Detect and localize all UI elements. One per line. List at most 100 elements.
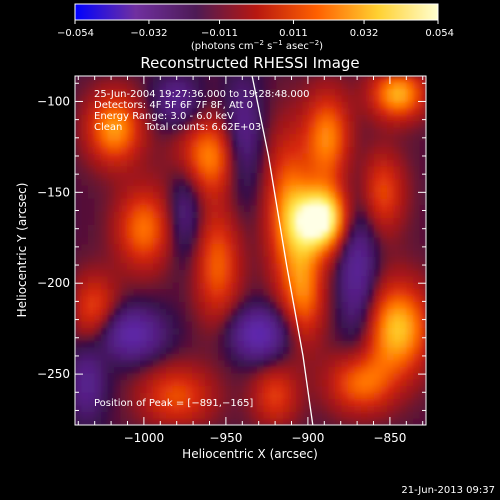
heatmap-cell bbox=[361, 308, 369, 316]
heatmap-cell bbox=[88, 140, 96, 148]
heatmap-cell bbox=[198, 185, 206, 193]
heatmap-cell bbox=[322, 256, 330, 265]
heatmap-cell bbox=[114, 121, 122, 129]
heatmap-cell bbox=[159, 392, 167, 400]
heatmap-cell bbox=[153, 263, 161, 271]
heatmap-cell bbox=[140, 185, 148, 193]
heatmap-cell bbox=[146, 276, 154, 284]
heatmap-cell bbox=[374, 160, 382, 168]
heatmap-cell bbox=[224, 224, 232, 232]
heatmap-cell bbox=[289, 172, 297, 180]
heatmap-cell bbox=[101, 114, 109, 122]
heatmap-cell bbox=[192, 302, 200, 310]
heatmap-cell bbox=[328, 237, 336, 245]
heatmap-cell bbox=[127, 328, 135, 336]
heatmap-cell bbox=[348, 373, 356, 381]
heatmap-cell bbox=[75, 366, 83, 374]
heatmap-cell bbox=[133, 160, 141, 168]
heatmap-cell bbox=[413, 263, 421, 271]
heatmap-cell bbox=[101, 250, 109, 258]
heatmap-cell bbox=[205, 160, 213, 168]
heatmap-cell bbox=[322, 82, 330, 90]
y-tick-label: −250 bbox=[37, 367, 70, 381]
heatmap-cell bbox=[81, 160, 89, 168]
heatmap-cell bbox=[185, 134, 193, 142]
heatmap-cell bbox=[205, 134, 213, 142]
heatmap-cell bbox=[172, 412, 180, 420]
heatmap-cell bbox=[75, 224, 83, 232]
heatmap-cell bbox=[257, 166, 265, 174]
heatmap-cell bbox=[393, 289, 401, 297]
heatmap-cell bbox=[309, 256, 317, 265]
heatmap-cell bbox=[276, 302, 284, 310]
heatmap-cell bbox=[322, 295, 330, 303]
heatmap-cell bbox=[185, 224, 193, 232]
heatmap-cell bbox=[94, 347, 102, 355]
heatmap-cell bbox=[101, 121, 109, 129]
heatmap-cell bbox=[354, 108, 362, 116]
heatmap-cell bbox=[289, 405, 297, 413]
heatmap-cell bbox=[185, 211, 193, 219]
heatmap-cell bbox=[257, 101, 265, 109]
heatmap-cell bbox=[224, 237, 232, 245]
heatmap-cell bbox=[341, 153, 349, 161]
heatmap-cell bbox=[244, 244, 252, 252]
heatmap-cell bbox=[244, 276, 252, 284]
heatmap-cell bbox=[250, 140, 258, 148]
heatmap-cell bbox=[211, 160, 219, 168]
heatmap-cell bbox=[283, 82, 291, 90]
heatmap-cell bbox=[361, 95, 369, 103]
heatmap-cell bbox=[341, 412, 349, 420]
heatmap-cell bbox=[107, 399, 115, 407]
heatmap-cell bbox=[270, 321, 278, 329]
heatmap-cell bbox=[146, 224, 154, 232]
heatmap-cell bbox=[237, 282, 245, 290]
heatmap-cell bbox=[335, 340, 343, 349]
heatmap-cell bbox=[88, 386, 96, 394]
heatmap-cell bbox=[419, 205, 426, 213]
heatmap-cell bbox=[354, 289, 362, 297]
heatmap-cell bbox=[81, 250, 89, 258]
heatmap-cell bbox=[296, 256, 304, 265]
heatmap-cell bbox=[348, 405, 356, 413]
heatmap-cell bbox=[159, 76, 167, 84]
heatmap-cell bbox=[406, 366, 414, 374]
heatmap-cell bbox=[231, 179, 239, 187]
heatmap-cell bbox=[205, 405, 213, 413]
heatmap-cell bbox=[237, 276, 245, 284]
heatmap-cell bbox=[341, 353, 349, 361]
heatmap-cell bbox=[309, 373, 317, 381]
heatmap-cell bbox=[192, 282, 200, 290]
heatmap-cell bbox=[198, 101, 206, 109]
heatmap-cell bbox=[289, 276, 297, 284]
heatmap-cell bbox=[101, 366, 109, 374]
heatmap-cell bbox=[120, 172, 128, 180]
heatmap-cell bbox=[166, 237, 174, 245]
heatmap-cell bbox=[101, 412, 109, 420]
colorbar-unit-label: (photons cm−2 s−1 asec−2) bbox=[191, 39, 323, 52]
heatmap-cell bbox=[153, 347, 161, 355]
heatmap-cell bbox=[276, 386, 284, 394]
heatmap-cell bbox=[322, 276, 330, 284]
heatmap-cell bbox=[185, 127, 193, 135]
heatmap-cell bbox=[289, 205, 297, 213]
heatmap-cell bbox=[374, 244, 382, 252]
heatmap-cell bbox=[283, 269, 291, 277]
heatmap-cell bbox=[328, 276, 336, 284]
heatmap-cell bbox=[322, 95, 330, 103]
heatmap-cell bbox=[348, 386, 356, 394]
heatmap-cell bbox=[315, 302, 323, 310]
heatmap-cell bbox=[198, 256, 206, 265]
heatmap-cell bbox=[211, 386, 219, 394]
heatmap-cell bbox=[192, 224, 200, 232]
heatmap-cell bbox=[153, 321, 161, 329]
heatmap-cell bbox=[341, 88, 349, 96]
heatmap-cell bbox=[101, 360, 109, 368]
heatmap-cell bbox=[127, 82, 135, 90]
heatmap-cell bbox=[309, 347, 317, 355]
heatmap-cell bbox=[354, 198, 362, 206]
heatmap-cell bbox=[88, 282, 96, 290]
heatmap-cell bbox=[159, 179, 167, 187]
heatmap-cell bbox=[276, 198, 284, 206]
heatmap-cell bbox=[120, 315, 128, 323]
